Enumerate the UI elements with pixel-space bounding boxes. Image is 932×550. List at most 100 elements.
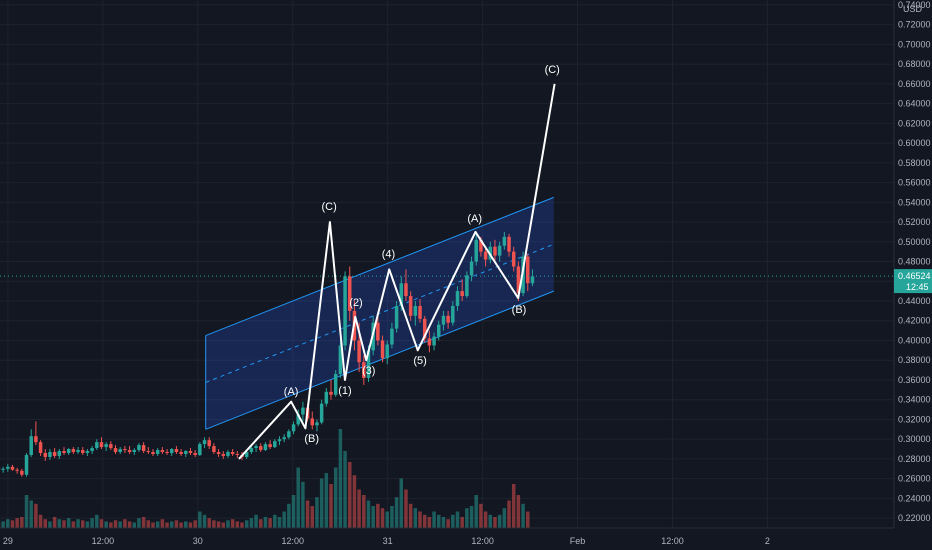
candle-body xyxy=(99,442,104,448)
price-tick-label: 0.64000 xyxy=(898,99,931,109)
candle xyxy=(198,442,202,456)
volume-bar xyxy=(113,520,118,528)
regression-channel[interactable] xyxy=(205,196,554,430)
candle xyxy=(66,448,71,455)
candle-body xyxy=(66,449,71,453)
candle xyxy=(1,466,5,473)
volume-bar xyxy=(348,462,352,528)
candle xyxy=(348,266,352,321)
elliott-wave-path[interactable] xyxy=(238,83,556,460)
candle-body xyxy=(446,315,450,323)
candle xyxy=(71,447,76,454)
candle xyxy=(160,447,165,454)
volume-bar xyxy=(263,517,268,528)
time-axis[interactable]: 29 12:00 30 12:00 31 12:00 Feb 12:00 2 xyxy=(3,536,770,546)
volume-bar xyxy=(507,500,511,528)
candle-body xyxy=(174,449,179,453)
volume-bar xyxy=(169,521,174,528)
candle xyxy=(99,437,104,450)
candle xyxy=(15,467,19,474)
volume-bar xyxy=(226,520,230,528)
candle-body xyxy=(10,466,15,470)
candle xyxy=(376,316,380,346)
volume-bar xyxy=(352,475,357,528)
price-tick-label: 0.72000 xyxy=(898,20,931,30)
time-tick-label: 12:00 xyxy=(471,536,494,546)
candle xyxy=(249,446,254,454)
volume-bar xyxy=(57,519,62,528)
candle xyxy=(497,241,502,262)
candle xyxy=(118,447,122,454)
candle-body xyxy=(169,449,174,453)
candle xyxy=(343,271,347,351)
candle xyxy=(493,239,497,262)
volume-bar xyxy=(427,517,432,528)
candle xyxy=(404,269,408,302)
candle-body xyxy=(202,440,207,445)
candle xyxy=(212,443,216,454)
volume-bar xyxy=(29,500,33,528)
time-tick-label: 31 xyxy=(383,536,393,546)
candle xyxy=(43,449,48,461)
price-tick-label: 0.24000 xyxy=(898,493,931,503)
volume-bar xyxy=(179,522,183,528)
candle-body xyxy=(376,322,380,341)
volume-bar xyxy=(48,521,52,528)
candle-body xyxy=(413,305,418,316)
candle xyxy=(385,340,389,365)
candle-body xyxy=(273,441,277,448)
volume-bar xyxy=(296,467,300,528)
volume-bar xyxy=(141,517,146,528)
volume-bar xyxy=(99,519,104,528)
volume-bar xyxy=(277,517,282,528)
candle-body xyxy=(282,437,286,440)
candle-body xyxy=(408,296,413,316)
candle-body xyxy=(418,305,422,319)
candle xyxy=(451,301,455,326)
candle xyxy=(446,310,450,329)
candle-body xyxy=(296,414,300,425)
price-tick-label: 0.62000 xyxy=(898,118,931,128)
candle xyxy=(6,463,10,472)
current-price-countdown: 12:45 xyxy=(906,282,929,292)
wave-label: (C) xyxy=(321,201,336,213)
volume-bar xyxy=(333,467,338,528)
candle xyxy=(324,387,329,407)
volume-bar xyxy=(127,521,132,528)
volume-bar xyxy=(324,473,329,528)
volume-bar xyxy=(160,519,165,528)
candle-body xyxy=(123,449,127,451)
volume-bar xyxy=(516,495,521,528)
volume-bar xyxy=(394,497,399,528)
candle-body xyxy=(207,440,211,447)
candle xyxy=(301,401,305,422)
candle xyxy=(57,449,62,459)
candle xyxy=(394,301,399,333)
candle xyxy=(62,447,66,455)
price-tick-label: 0.26000 xyxy=(898,474,931,484)
candle-body xyxy=(385,344,389,359)
candle xyxy=(221,451,226,459)
candle-body xyxy=(511,251,516,267)
price-tick-label: 0.60000 xyxy=(898,138,931,148)
wave-label: (A) xyxy=(284,386,299,398)
candle xyxy=(310,411,315,430)
volume-bar xyxy=(188,522,193,528)
candle-body xyxy=(57,451,62,456)
price-tick-label: 0.38000 xyxy=(898,355,931,365)
price-tick-label: 0.22000 xyxy=(898,513,931,523)
price-tick-label: 0.52000 xyxy=(898,217,931,227)
volume-bar xyxy=(310,506,315,528)
candle-body xyxy=(479,239,483,252)
candle-body xyxy=(287,431,291,438)
price-tick-label: 0.68000 xyxy=(898,59,931,69)
price-tick-label: 0.44000 xyxy=(898,296,931,306)
volume-bar xyxy=(43,519,48,528)
candle-body xyxy=(301,407,305,415)
price-tick-label: 0.56000 xyxy=(898,178,931,188)
candle-body xyxy=(249,448,254,453)
candle xyxy=(137,443,141,453)
candle-body xyxy=(24,454,29,475)
candle-body xyxy=(324,391,329,404)
